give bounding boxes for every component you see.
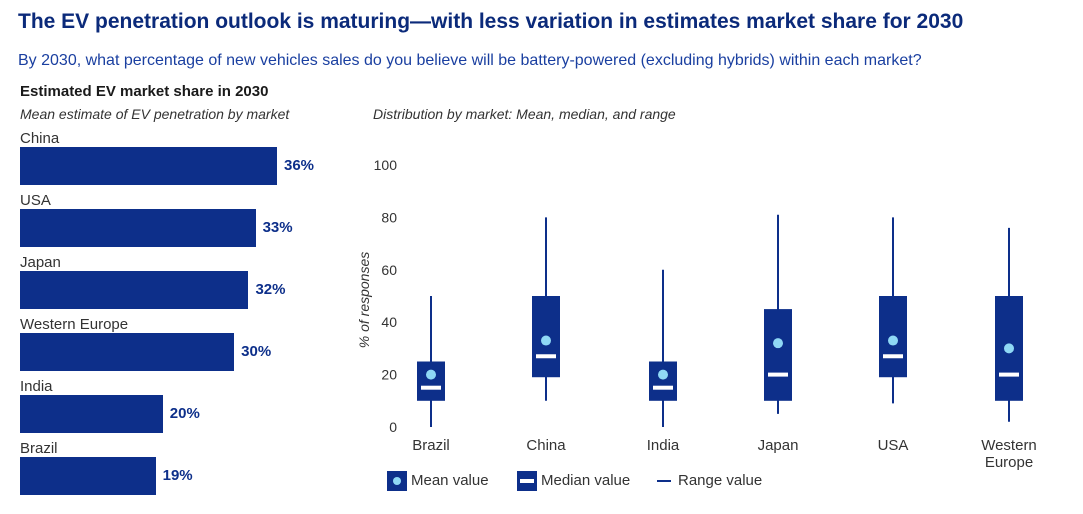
mean-value-swatch	[387, 471, 407, 491]
y-tick-label: 100	[374, 157, 398, 173]
bar	[20, 333, 235, 371]
median-marker	[883, 354, 903, 359]
y-tick-label: 80	[381, 209, 397, 225]
x-tick-label: USA	[878, 437, 909, 454]
bar-chart-title: Estimated EV market share in 2030	[20, 83, 269, 100]
bar-category-label: Western Europe	[20, 316, 129, 333]
median-marker	[999, 372, 1019, 377]
bar-chart-subtitle: Mean estimate of EV penetration by marke…	[20, 106, 290, 122]
range-value-swatch	[657, 480, 671, 482]
median-value-swatch	[517, 471, 537, 491]
legend-label-range: Range value	[678, 472, 763, 489]
y-tick-label: 40	[381, 314, 397, 330]
mean-marker	[1004, 343, 1014, 354]
bar-category-label: Brazil	[20, 440, 58, 457]
chart-subtitle: By 2030, what percentage of new vehicles…	[18, 52, 922, 69]
bar-value-label: 32%	[255, 281, 286, 298]
median-marker	[421, 385, 441, 390]
y-tick-label: 20	[381, 367, 397, 383]
chart-title: The EV penetration outlook is maturing—w…	[18, 10, 964, 33]
mean-marker	[541, 335, 551, 346]
mean-marker	[426, 369, 436, 380]
bar-value-label: 19%	[162, 467, 193, 484]
y-tick-label: 0	[389, 419, 397, 435]
bar-value-label: 20%	[169, 405, 200, 422]
bar-category-label: USA	[20, 192, 51, 209]
bar	[20, 209, 256, 247]
bar	[20, 395, 163, 433]
median-marker	[653, 385, 673, 390]
x-tick-label: Europe	[985, 454, 1033, 470]
legend-label-mean: Mean value	[411, 472, 489, 489]
y-tick-label: 60	[381, 262, 397, 278]
bar-value-label: 33%	[262, 219, 293, 236]
median-marker	[536, 354, 556, 359]
legend-label-median: Median value	[541, 472, 631, 489]
bar-category-label: India	[20, 378, 53, 395]
bar	[20, 147, 277, 185]
bar-category-label: Japan	[20, 254, 61, 271]
iqr-box	[764, 309, 792, 401]
x-tick-label: Japan	[758, 437, 799, 454]
median-marker	[768, 372, 788, 377]
x-tick-label: India	[647, 437, 680, 454]
iqr-box	[649, 361, 677, 401]
bar-value-label: 36%	[284, 157, 315, 174]
box-plot-chart: 0 20 40 60 80 100 % of responses Brazil China Ind…	[356, 157, 1037, 470]
mean-marker	[773, 338, 783, 349]
x-tick-label: China	[526, 437, 566, 454]
bar-category-label: China	[20, 130, 60, 147]
x-tick-label: Brazil	[412, 437, 450, 454]
bar	[20, 271, 249, 309]
box-chart-subtitle: Distribution by market: Mean, median, an…	[373, 106, 676, 122]
mean-marker	[888, 335, 898, 346]
mean-marker	[658, 369, 668, 380]
bar	[20, 457, 156, 495]
bar-value-label: 30%	[241, 343, 272, 360]
iqr-box	[417, 361, 445, 401]
y-axis-label: % of responses	[356, 252, 372, 349]
x-tick-label: Western	[981, 437, 1037, 454]
